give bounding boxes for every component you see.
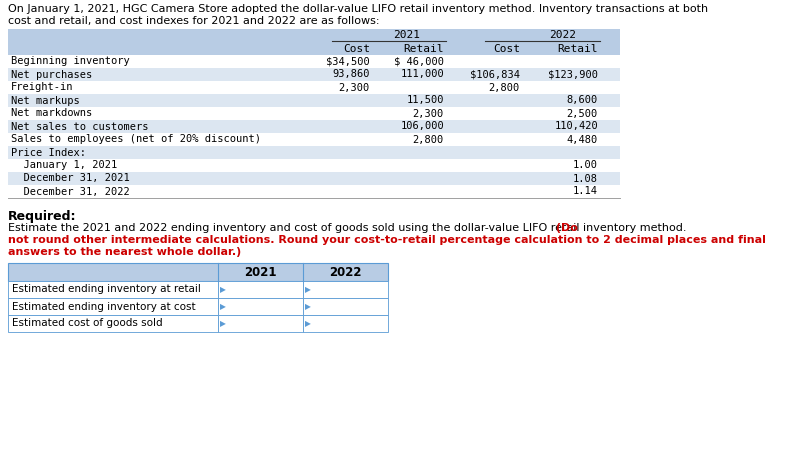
Text: ▶: ▶ [220,285,226,294]
Text: 93,860: 93,860 [332,69,370,79]
Text: December 31, 2022: December 31, 2022 [11,187,129,197]
Text: 2,800: 2,800 [488,83,520,92]
Text: Retail: Retail [403,43,444,54]
Bar [8,68,620,81]
Bar [8,94,620,107]
Text: 2021: 2021 [245,266,277,279]
Text: Required:: Required: [8,210,77,223]
Bar [303,298,388,315]
Text: 8,600: 8,600 [567,96,598,106]
Bar [8,120,620,133]
Text: Estimated ending inventory at retail: Estimated ending inventory at retail [12,285,201,295]
Text: 2,800: 2,800 [413,134,444,144]
Bar [8,42,620,55]
Text: 106,000: 106,000 [400,121,444,132]
Text: Cost: Cost [343,43,370,54]
Text: 2,300: 2,300 [413,109,444,119]
Text: ▶: ▶ [305,319,311,328]
Text: 2021: 2021 [394,31,421,41]
Text: 11,500: 11,500 [406,96,444,106]
Text: 2,300: 2,300 [338,83,370,92]
Text: Net markups: Net markups [11,96,80,106]
Text: Cost: Cost [493,43,520,54]
Text: 2022: 2022 [549,31,577,41]
Bar [8,172,620,185]
Text: $34,500: $34,500 [326,56,370,66]
Bar [8,55,620,68]
Text: Estimate the 2021 and 2022 ending inventory and cost of goods sold using the dol: Estimate the 2021 and 2022 ending invent… [8,223,686,233]
Text: Estimated cost of goods sold: Estimated cost of goods sold [12,318,163,328]
Bar [303,315,388,332]
Text: Net sales to customers: Net sales to customers [11,121,148,132]
Text: December 31, 2021: December 31, 2021 [11,174,129,184]
Bar [303,281,388,298]
Bar [8,107,620,120]
Text: ▶: ▶ [220,319,226,328]
Text: 1.00: 1.00 [573,161,598,170]
Bar [218,281,303,298]
Bar [8,146,620,159]
Text: $ 46,000: $ 46,000 [394,56,444,66]
Text: 2,500: 2,500 [567,109,598,119]
Text: ▶: ▶ [305,285,311,294]
Text: $123,900: $123,900 [548,69,598,79]
Text: (Do: (Do [552,223,578,233]
Text: January 1, 2021: January 1, 2021 [11,161,118,170]
Text: On January 1, 2021, HGC Camera Store adopted the dollar-value LIFO retail invent: On January 1, 2021, HGC Camera Store ado… [8,4,708,14]
Text: $106,834: $106,834 [470,69,520,79]
Text: 1.14: 1.14 [573,187,598,197]
Bar [8,133,620,146]
Text: Sales to employees (net of 20% discount): Sales to employees (net of 20% discount) [11,134,261,144]
Text: 4,480: 4,480 [567,134,598,144]
Text: Net markdowns: Net markdowns [11,109,92,119]
Bar [8,185,620,198]
Text: Net purchases: Net purchases [11,69,92,79]
Text: 111,000: 111,000 [400,69,444,79]
Text: not round other intermediate calculations. Round your cost-to-retail percentage : not round other intermediate calculation… [8,235,766,245]
Bar [8,298,218,315]
Text: Retail: Retail [558,43,598,54]
Bar [8,263,388,281]
Bar [8,281,218,298]
Text: Beginning inventory: Beginning inventory [11,56,129,66]
Bar [8,81,620,94]
Text: Estimated ending inventory at cost: Estimated ending inventory at cost [12,302,196,312]
Text: 110,420: 110,420 [554,121,598,132]
Text: 1.08: 1.08 [573,174,598,184]
Text: ▶: ▶ [220,302,226,311]
Bar [8,29,620,42]
Text: Price Index:: Price Index: [11,147,86,157]
Text: Freight-in: Freight-in [11,83,73,92]
Text: cost and retail, and cost indexes for 2021 and 2022 are as follows:: cost and retail, and cost indexes for 20… [8,16,380,26]
Text: 2022: 2022 [329,266,361,279]
Text: answers to the nearest whole dollar.): answers to the nearest whole dollar.) [8,247,241,257]
Bar [8,315,218,332]
Text: ▶: ▶ [305,302,311,311]
Bar [218,315,303,332]
Bar [8,159,620,172]
Bar [218,298,303,315]
